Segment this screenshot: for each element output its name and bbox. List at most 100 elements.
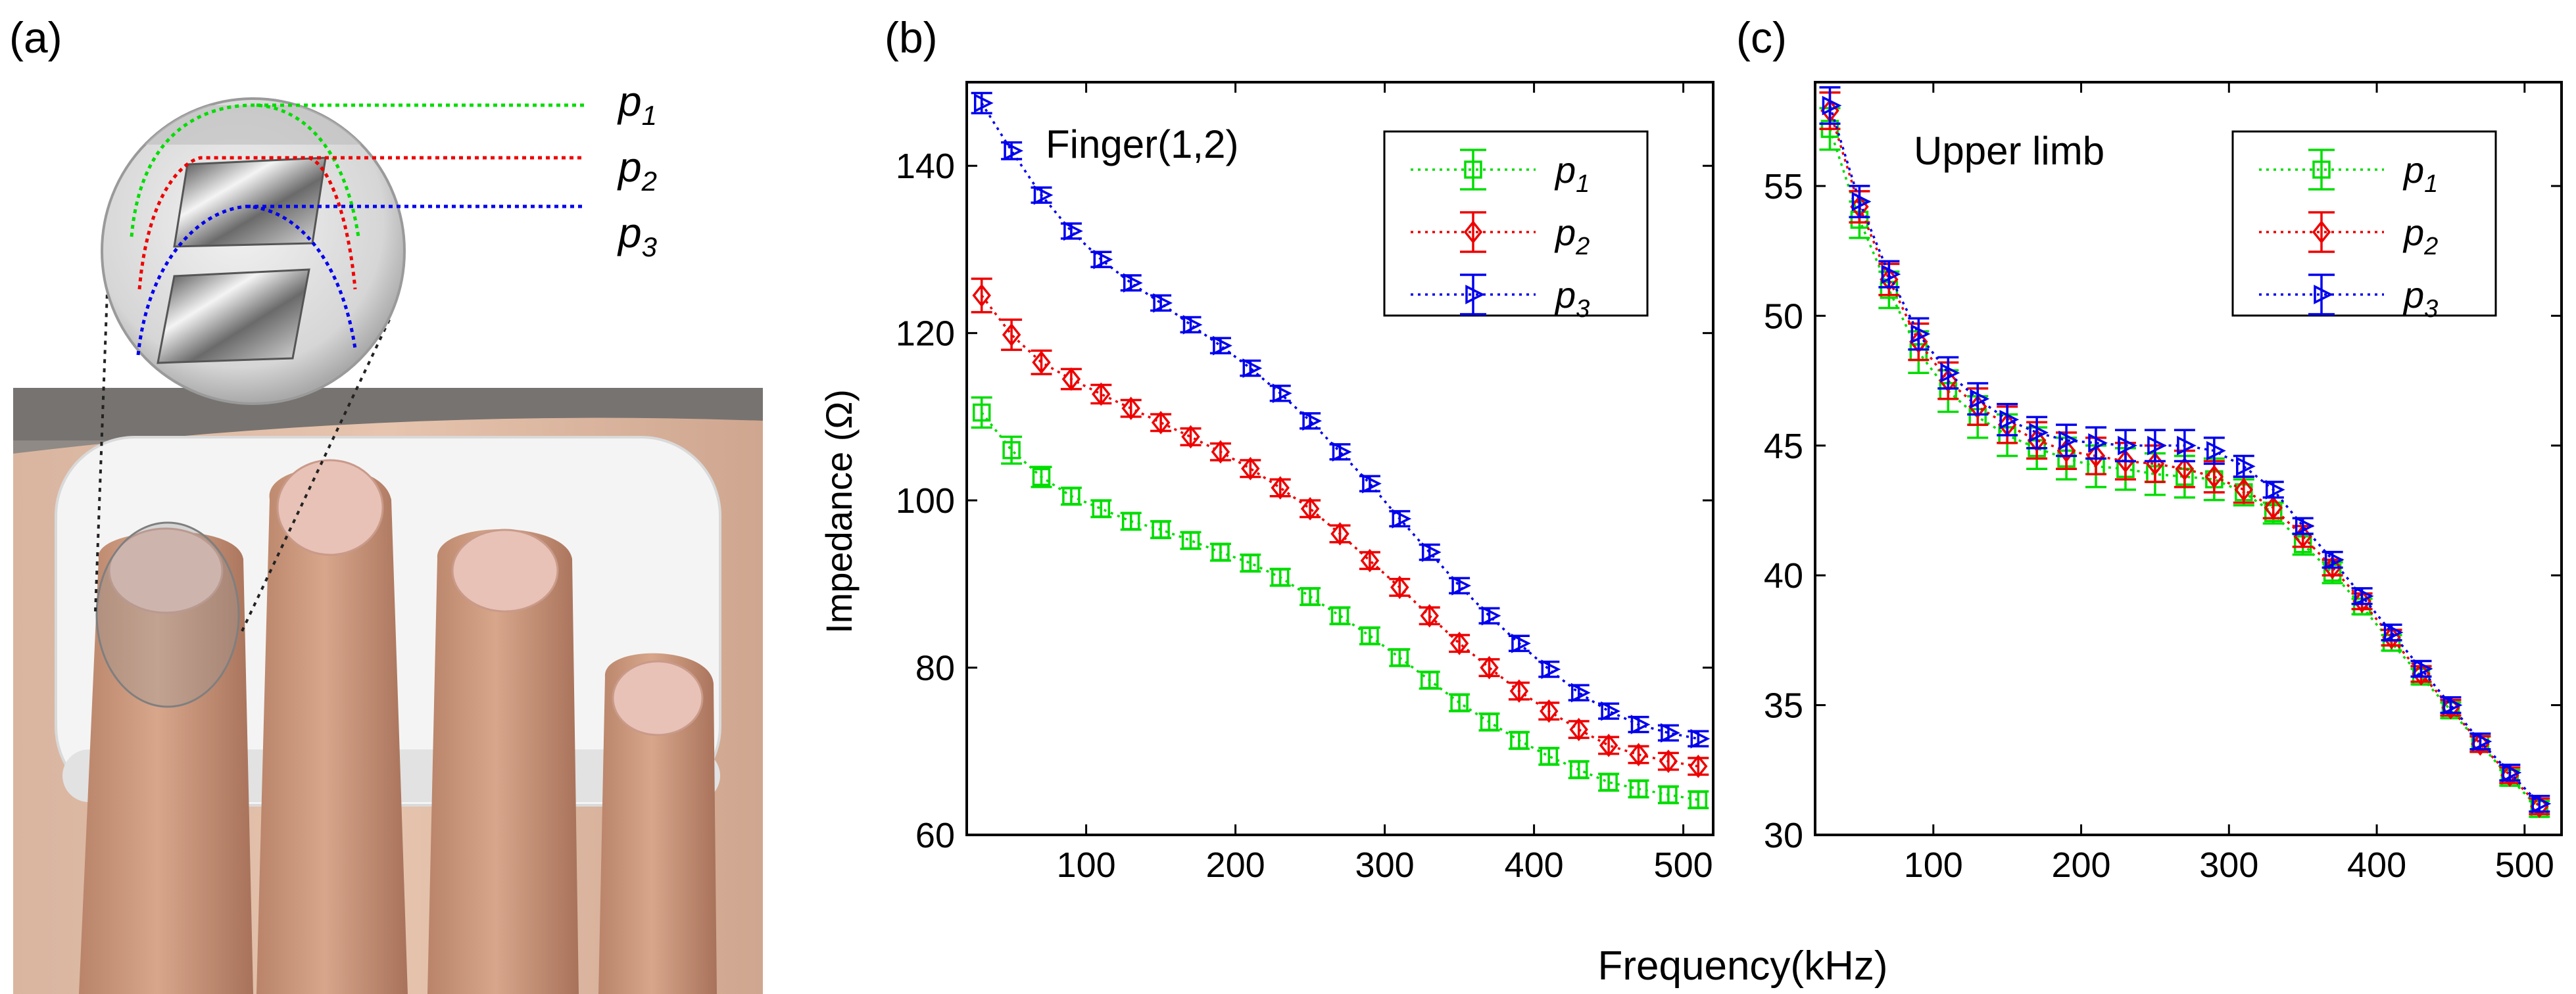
data-point [2323,556,2342,580]
data-point [1630,715,1651,734]
data-point [1271,476,1290,500]
axis-ticks-b: 100 200 300 400 500 60 80 100 120 140 [896,82,1713,885]
data-point [1601,701,1621,721]
data-point [1092,382,1111,406]
data-point [2413,659,2433,679]
data-point [1851,191,1872,212]
data-point [2442,695,2463,715]
series-layer-c [1819,86,2552,818]
data-point [973,93,994,113]
photo-panel: (a) [9,13,763,994]
data-point [1213,335,1232,356]
data-point [1629,780,1648,798]
data-point [2472,732,2492,751]
y-tick-label: 50 [1764,296,1803,336]
legend-entry-p3: p3 [1411,273,1590,323]
data-point [1300,497,1320,521]
data-point [2058,431,2078,450]
data-point [1121,512,1140,531]
data-point [1420,604,1439,628]
y-tick-label: 35 [1764,686,1803,726]
data-point [1211,543,1230,561]
nail-2 [276,459,384,556]
data-point [2234,478,2254,502]
finger-3 [427,529,579,994]
series-p2 [971,277,1709,778]
nail-4 [612,660,704,736]
data-point [2264,496,2283,520]
data-point [1420,671,1439,690]
data-point [1272,383,1292,404]
finger-2 [256,467,408,994]
zoom-line-left [94,256,110,612]
panel-label-b: (b) [885,13,938,62]
data-point [1181,425,1200,449]
y-axis-label-b: Impedance (Ω) [818,389,860,634]
chart-title-b: Finger(1,2) [1046,122,1238,166]
electrode-magnifier [101,97,585,405]
data-point [1330,606,1349,625]
data-point [1629,743,1648,767]
data-point [1390,648,1409,667]
data-point [1970,389,1990,409]
data-point [1362,473,1382,494]
data-point [1152,520,1170,539]
series-p3 [971,91,1711,749]
data-point [1569,761,1588,779]
data-point [2029,423,2049,442]
chart-title-c: Upper limb [1914,129,2104,173]
data-point [2531,793,2552,814]
legend-label: p2 [2402,212,2438,260]
legend-b: p1 p2 p3 [1383,130,1649,323]
data-point [2354,586,2374,606]
data-point [1421,542,1442,562]
legend-marker [2312,220,2331,244]
data-point [1659,749,1678,773]
data-point [1302,411,1323,431]
data-point [2236,456,2256,477]
data-point [2383,623,2404,642]
series-p3 [1819,86,2552,814]
x-tick-label: 100 [1057,845,1116,885]
data-point [2147,435,2167,456]
data-point [1449,631,1469,655]
data-point [1182,315,1203,335]
data-point [1063,221,1083,241]
data-point [2027,429,2047,452]
data-point [1004,141,1024,161]
y-tick-label: 40 [1764,556,1803,596]
legend-box [1383,130,1649,317]
data-point [2175,457,2195,481]
data-point [1480,713,1499,731]
nail-3 [451,529,559,613]
data-point [1271,568,1290,586]
data-point [2088,433,2108,453]
legend-label: p3 [1554,274,1590,323]
data-point [1153,293,1173,313]
data-point [1599,773,1618,792]
data-point [1570,682,1591,703]
axis-ticks-c: 100 200 300 400 500 30 35 40 45 50 55 [1764,82,2562,885]
x-tick-label: 500 [1654,845,1713,885]
data-point [972,283,991,308]
data-point [1181,531,1200,550]
data-point [1540,699,1559,723]
data-point [1123,273,1143,293]
legend-marker [2314,285,2333,304]
data-point [2324,550,2345,570]
path-p3 [136,204,357,356]
chart-finger: 100 200 300 400 500 60 80 100 120 140 Finger(1,2)… [896,81,1714,885]
x-tick-label: 500 [2495,845,2554,885]
series-layer-b [971,91,1711,810]
x-tick-label: 400 [2347,845,2406,885]
data-point [1062,487,1081,506]
electrode-region [95,521,240,708]
photo-label-p1: p1 [617,78,657,131]
electrode-lower [157,268,310,364]
data-point [1910,324,1931,344]
shared-x-axis-label: Frequency(kHz) [1598,943,1888,989]
legend-entry-p3: p3 [2259,273,2438,323]
data-point [1940,363,1960,383]
legend-label: p1 [2402,149,2438,198]
x-tick-label: 100 [1904,845,1963,885]
